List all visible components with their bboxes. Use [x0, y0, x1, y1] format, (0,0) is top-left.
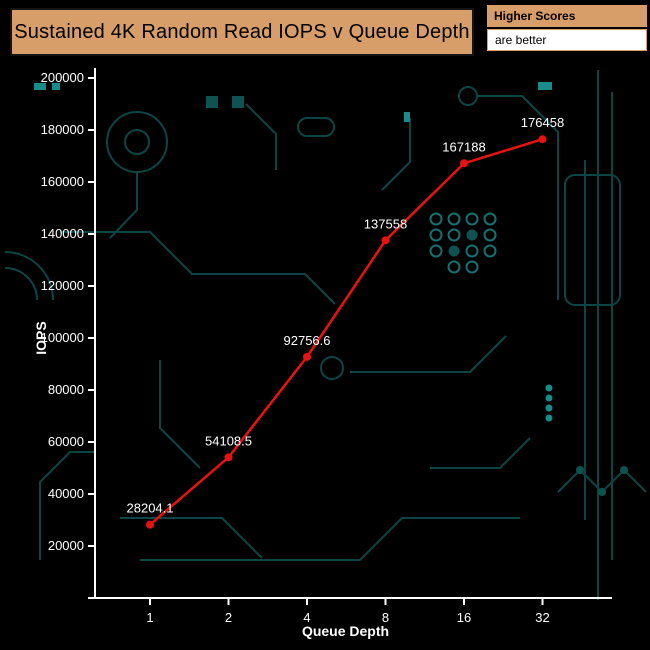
data-point-label: 137558 [364, 216, 407, 231]
x-tick-label: 1 [146, 610, 153, 625]
data-point-label: 167188 [442, 139, 485, 154]
data-point [224, 453, 233, 462]
y-tick-label: 160000 [41, 174, 84, 189]
y-tick-label: 120000 [41, 278, 84, 293]
data-point-label: 92756.6 [284, 333, 331, 348]
data-point-label: 176458 [521, 115, 564, 130]
y-tick-label: 60000 [48, 434, 84, 449]
data-point [460, 159, 468, 168]
series-line [149, 138, 543, 526]
data-point-label: 54108.5 [205, 433, 252, 448]
y-tick-label: 140000 [41, 226, 84, 241]
x-tick-label: 2 [225, 610, 232, 625]
x-tick-label: 16 [457, 610, 471, 625]
y-tick-label: 180000 [41, 122, 84, 137]
x-tick-label: 8 [382, 610, 389, 625]
y-tick-label: 200000 [41, 70, 84, 85]
data-point [381, 236, 390, 245]
y-tick-label: 20000 [48, 538, 84, 553]
data-point [303, 352, 311, 361]
y-axis-title: IOPS [33, 321, 49, 354]
data-point-label: 28204.1 [127, 501, 174, 516]
are-better-note: are better [487, 29, 647, 51]
y-tick-label: 40000 [48, 486, 84, 501]
x-tick-label: 4 [303, 610, 310, 625]
y-tick-label: 100000 [41, 330, 84, 345]
data-point [538, 135, 547, 144]
x-axis-title: Queue Depth [302, 623, 389, 639]
chart-title: Sustained 4K Random Read IOPS v Queue De… [10, 8, 474, 56]
data-point [146, 520, 154, 529]
y-tick-label: 80000 [48, 382, 84, 397]
x-tick-label: 32 [535, 610, 549, 625]
higher-scores-note: Higher Scores [487, 5, 647, 27]
